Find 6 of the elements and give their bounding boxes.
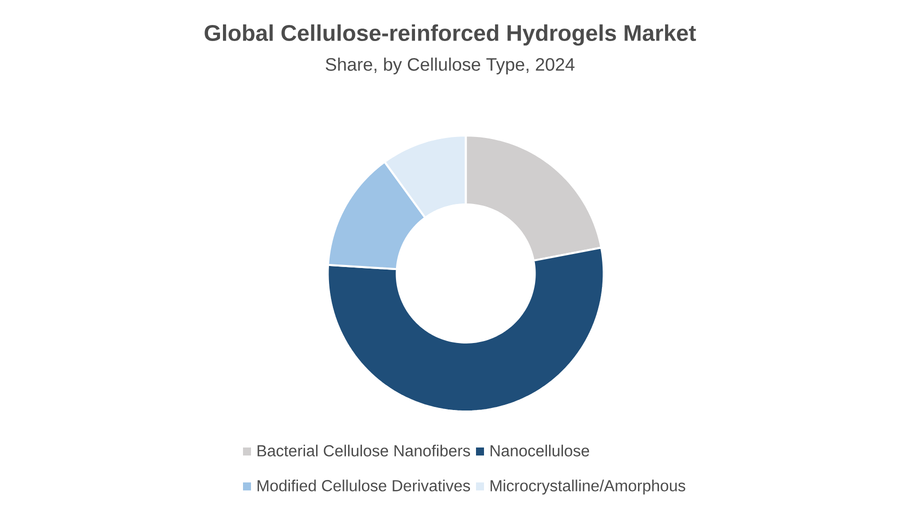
legend-label: Bacterial Cellulose Nanofibers (258, 444, 470, 456)
legend-label: Microcrystalline/Amorphous (490, 480, 686, 495)
chart-subtitle: Share, by Cellulose Type, 2024 (326, 58, 575, 74)
chart-title: Global Cellulose-reinforced Hydrogels Market (204, 24, 696, 46)
legend-label: Nanocellulose (490, 444, 590, 456)
legend-label: Modified Cellulose Derivatives (258, 480, 470, 492)
